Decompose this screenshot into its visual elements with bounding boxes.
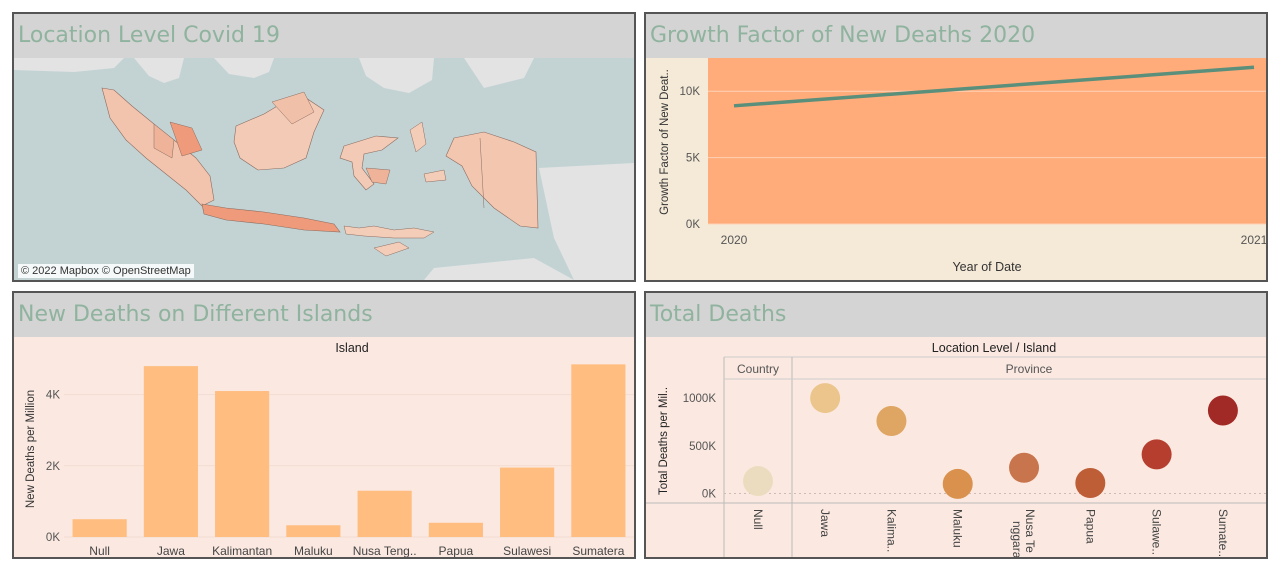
svg-text:Null: Null [751, 509, 765, 530]
svg-text:Sulawe..: Sulawe.. [1150, 509, 1164, 555]
islands-x-tick: Sulawesi [503, 544, 551, 557]
total-x-tick: Maluku [951, 509, 965, 548]
total-x-tick: Null [751, 509, 765, 530]
growth-x-axis-label: Year of Date [952, 260, 1021, 274]
islands-bar[interactable] [143, 366, 198, 537]
islands-bar[interactable] [72, 519, 127, 537]
total-point[interactable] [743, 466, 773, 497]
growth-y-tick: 5K [686, 153, 700, 165]
svg-text:Maluku: Maluku [951, 509, 965, 548]
map-attribution: © 2022 Mapbox © OpenStreetMap [18, 264, 194, 278]
growth-panel: Growth Factor of New Deaths 2020 0K 5K 10K… [644, 12, 1268, 282]
islands-x-tick: Null [89, 544, 110, 557]
group-province-label: Province [1006, 362, 1053, 376]
islands-bar[interactable] [357, 490, 412, 537]
islands-y-tick: 4K [46, 390, 60, 402]
islands-y-tick: 2K [46, 461, 60, 473]
total-x-tick: Sulawe.. [1150, 509, 1164, 555]
svg-text:Jawa: Jawa [818, 509, 832, 537]
total-panel: Total Deaths Location Level / Island Cou… [644, 291, 1268, 559]
total-point[interactable] [1009, 452, 1040, 483]
islands-x-tick: Sumatera [572, 544, 624, 557]
islands-y-tick: 0K [46, 532, 60, 544]
total-point[interactable] [1075, 467, 1106, 498]
total-y-tick: 0K [702, 488, 716, 500]
growth-chart[interactable]: 0K 5K 10K 2020 2021 Growth Factor of New De… [646, 58, 1266, 280]
growth-x-tick: 2021 [1241, 233, 1266, 247]
growth-plot-area [708, 58, 1266, 224]
total-point[interactable] [810, 383, 841, 414]
total-point[interactable] [942, 468, 973, 499]
total-x-tick: Kalima.. [884, 509, 898, 552]
total-point[interactable] [876, 405, 907, 436]
total-point[interactable] [1141, 439, 1172, 470]
indonesia-map[interactable] [14, 58, 634, 280]
growth-series-line[interactable] [733, 65, 1255, 108]
total-x-tick: Papua [1083, 509, 1097, 544]
svg-text:Sumate..: Sumate.. [1216, 509, 1230, 557]
islands-x-tick: Maluku [294, 544, 333, 557]
islands-x-tick: Papua [439, 544, 474, 557]
islands-x-tick: Kalimantan [212, 544, 272, 557]
map-panel: Location Level Covid 19 [12, 12, 636, 282]
growth-y-tick: 10K [680, 86, 701, 98]
islands-bar[interactable] [571, 364, 626, 537]
islands-chart[interactable]: Island 0K 2K 4K Null Jawa Kalimantan Maluku Nu… [14, 337, 634, 557]
islands-bar[interactable] [215, 391, 270, 537]
svg-text:Kalima..: Kalima.. [884, 509, 898, 552]
growth-y-tick: 0K [686, 219, 700, 231]
svg-text:nggara: nggara [1010, 521, 1024, 557]
total-x-tick: Sumate.. [1216, 509, 1230, 557]
growth-title: Growth Factor of New Deaths 2020 [646, 14, 1266, 58]
islands-x-tick: Jawa [157, 544, 185, 557]
total-chart[interactable]: Location Level / Island Country Province… [646, 337, 1266, 557]
total-point[interactable] [1207, 395, 1238, 426]
islands-title: New Deaths on Different Islands [14, 293, 634, 337]
total-y-tick: 500K [689, 441, 716, 453]
islands-bar[interactable] [500, 467, 555, 537]
growth-x-tick: 2020 [721, 233, 748, 247]
total-title: Total Deaths [646, 293, 1266, 337]
map-title: Location Level Covid 19 [14, 14, 634, 58]
islands-panel: New Deaths on Different Islands Island 0… [12, 291, 636, 559]
islands-x-tick: Nusa Teng.. [353, 544, 417, 557]
map-area[interactable]: © 2022 Mapbox © OpenStreetMap [14, 58, 634, 280]
svg-text:Papua: Papua [1083, 509, 1097, 544]
group-country-label: Country [737, 362, 779, 376]
islands-header: Island [335, 341, 368, 355]
growth-y-axis-label: Growth Factor of New Deat.. [659, 69, 671, 215]
islands-bar[interactable] [428, 522, 483, 537]
islands-bar[interactable] [286, 525, 341, 537]
total-header: Location Level / Island [932, 341, 1056, 355]
svg-text:Nusa Te: Nusa Te [1023, 509, 1037, 553]
islands-y-axis-label: New Deaths per Million [25, 390, 37, 508]
total-y-axis-label: Total Deaths per Mil.. [658, 387, 670, 495]
total-y-tick: 1000K [683, 393, 717, 405]
total-x-tick: Jawa [818, 509, 832, 537]
